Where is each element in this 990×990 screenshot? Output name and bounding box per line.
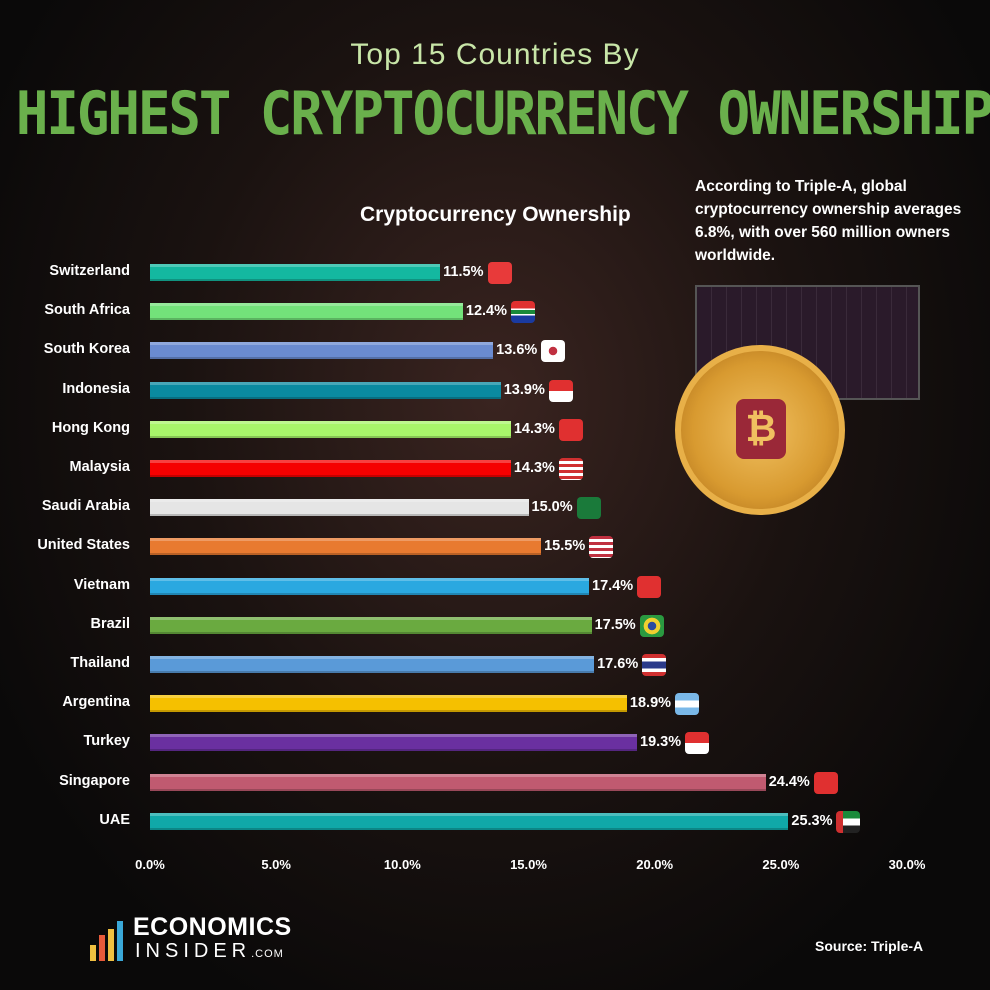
bitcoin-icon: ₿	[736, 399, 786, 459]
brazil-flag-icon	[639, 614, 664, 637]
data-label: 25.3%	[791, 812, 833, 829]
data-label: 15.5%	[544, 538, 586, 555]
bar[interactable]	[150, 342, 494, 360]
category-label: Malaysia	[69, 459, 130, 475]
bar[interactable]	[150, 264, 441, 281]
bar[interactable]	[150, 420, 511, 438]
x-tick-label: 5.0%	[261, 857, 291, 872]
data-label: 19.3%	[640, 734, 682, 751]
logo-suffix: .COM	[251, 948, 284, 960]
saudi-arabia-flag-icon	[576, 497, 601, 520]
x-tick-label: 20.0%	[636, 857, 674, 872]
data-label: 17.6%	[597, 656, 639, 672]
x-tick-label: 30.0%	[888, 857, 926, 872]
category-label: Switzerland	[49, 263, 130, 279]
vietnam-flag-icon	[637, 575, 662, 598]
source-note: Source: Triple-A	[815, 938, 924, 954]
category-label: Saudi Arabia	[41, 498, 130, 515]
bar[interactable]	[150, 538, 542, 556]
category-label: UAE	[99, 811, 130, 828]
bar[interactable]	[150, 773, 766, 791]
x-tick-label: 10.0%	[383, 857, 421, 872]
hong-kong-flag-icon	[558, 418, 583, 441]
argentina-flag-icon	[674, 693, 699, 716]
south-africa-flag-icon	[510, 301, 535, 324]
x-tick-label: 25.0%	[762, 857, 800, 872]
category-label: United States	[37, 537, 130, 554]
turkey-flag-icon	[813, 771, 838, 794]
malaysia-flag-icon	[558, 458, 583, 480]
category-label: Hong Kong	[51, 419, 130, 436]
bar[interactable]	[150, 734, 637, 752]
bar[interactable]	[150, 812, 789, 830]
x-tick-label: 15.0%	[510, 857, 547, 872]
united-states-flag-icon	[589, 536, 614, 559]
category-label: Brazil	[90, 615, 131, 632]
south-korea-flag-icon	[541, 340, 566, 363]
data-label: 13.9%	[503, 381, 545, 398]
info-note: According to Triple-A, global cryptocurr…	[695, 178, 962, 264]
bar[interactable]	[150, 656, 595, 673]
data-label: 24.4%	[768, 773, 810, 790]
chart-title: Cryptocurrency Ownership	[360, 203, 631, 226]
bar[interactable]	[150, 499, 529, 517]
logo-text-2: INSIDER	[135, 940, 252, 962]
category-label: Indonesia	[62, 380, 130, 397]
page-title: HIGHEST CRYPTOCURRENCY OWNERSHIP	[15, 78, 990, 149]
bar[interactable]	[150, 616, 592, 634]
bar[interactable]	[150, 695, 627, 713]
category-label: Thailand	[70, 655, 130, 671]
data-label: 11.5%	[443, 264, 484, 280]
data-label: 14.3%	[513, 420, 555, 437]
category-label: South Korea	[43, 341, 130, 358]
x-tick-label: 0.0%	[135, 857, 165, 872]
bar[interactable]	[150, 381, 501, 399]
singapore-flag-icon	[685, 732, 709, 755]
category-label: Singapore	[59, 772, 130, 789]
data-label: 14.3%	[513, 460, 555, 476]
uae-flag-icon	[836, 810, 861, 833]
category-label: Turkey	[83, 733, 130, 750]
data-label: 17.5%	[594, 616, 636, 633]
data-label: 17.4%	[592, 577, 634, 594]
category-label: Vietnam	[73, 576, 130, 593]
bar[interactable]	[150, 460, 511, 477]
indonesia-flag-icon	[548, 379, 573, 402]
logo-text: ECONOMICS	[133, 913, 292, 941]
category-label: Argentina	[62, 694, 130, 711]
bar[interactable]	[150, 577, 590, 595]
bar[interactable]	[150, 303, 463, 321]
switzerland-flag-icon	[488, 262, 513, 284]
category-label: South Africa	[44, 302, 130, 319]
thailand-flag-icon	[642, 654, 667, 676]
data-label: 12.4%	[465, 303, 508, 320]
data-label: 18.9%	[629, 695, 672, 712]
bitcoin-coin-illustration: ₿	[675, 345, 845, 515]
data-label: 13.6%	[496, 342, 538, 359]
data-label: 15.0%	[531, 499, 573, 516]
subtitle: Top 15 Countries By	[350, 38, 640, 71]
logo-chart-icon	[88, 915, 128, 961]
